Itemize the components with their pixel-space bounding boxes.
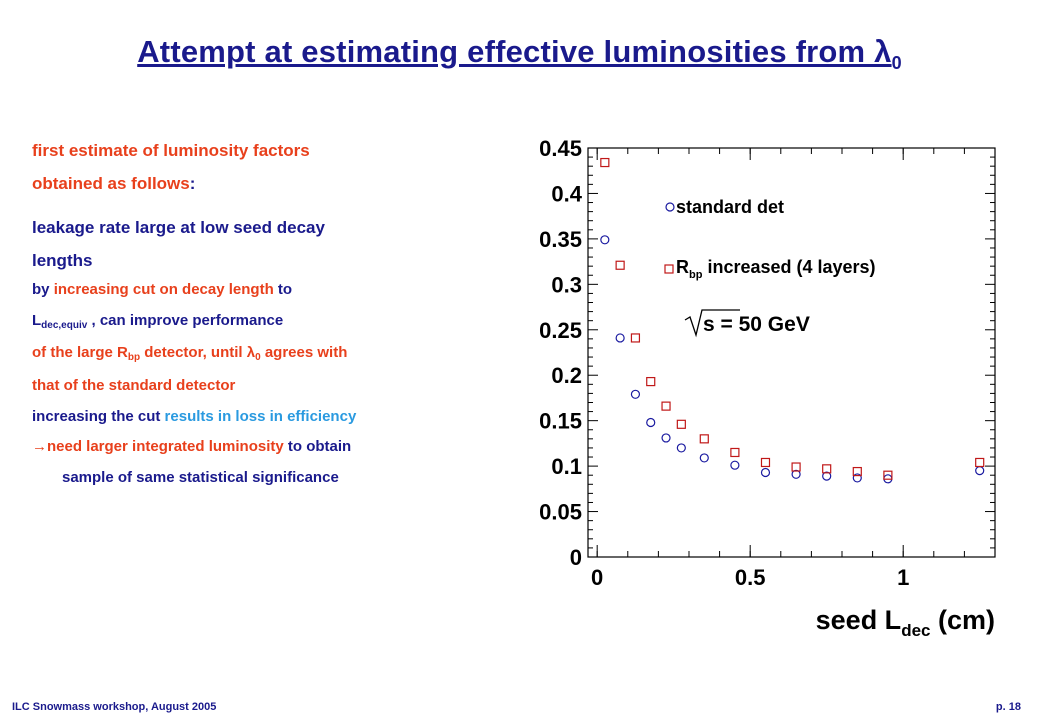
y-tick-label: 0.3 [551,272,582,297]
energy-annotation: s = 50 GeV [703,313,810,336]
legend-standard-det-label: standard det [676,197,784,217]
x-tick-label: 0.5 [735,565,766,590]
standard-det-point [975,466,985,476]
plot-frame [587,147,996,558]
rbp-increased-point [600,157,610,168]
text-line-7a: of the large R [32,344,128,362]
text-line-3: leakage rate large at low seed decay [32,217,325,237]
text-line-1: first estimate of luminosity factors [32,141,310,160]
rbp-increased-point [975,457,985,468]
text-line-6: Ldec,equiv , can improve performance [32,312,502,333]
text-line-5: by increasing cut on decay length to [32,281,502,300]
text-line-7d: 0 [255,352,261,364]
text-line-10b: need larger integrated luminosity [47,438,284,456]
text-line-7c: detector, until λ [140,344,256,362]
text-panel: first estimate of luminosity factors obt… [32,140,502,488]
text-line-4: lengths [32,250,93,270]
y-tick-label: 0.05 [539,500,582,525]
text-line-7b: bp [127,352,141,364]
page-title: Attempt at estimating effective luminosi… [0,34,1039,74]
text-line-7: of the large Rbp detector, until λ0 agre… [32,344,502,365]
y-tick-label: 0.2 [551,363,582,388]
standard-det-point [646,417,656,428]
x-axis-label: seed Ldec (cm) [816,605,995,640]
text-line-8: that of the standard detector [32,376,236,394]
standard-det-point [615,333,625,343]
text-line-10: →need larger integrated luminosity to ob… [32,438,502,457]
text-line-5a: by [32,281,54,298]
legend-square-marker [664,264,674,274]
y-tick-label: 0 [570,545,582,570]
y-tick-label: 0.4 [551,181,582,206]
rbp-increased-point [883,470,893,480]
standard-det-point [852,473,862,483]
text-line-5b: increasing cut on decay length [53,281,274,298]
standard-det-point [822,471,832,481]
footer-workshop: ILC Snowmass workshop, August 2005 [12,701,217,713]
text-line-9: increasing the cut results in loss in ef… [32,408,502,427]
standard-det-point [760,467,771,478]
text-line-6b: dec,equiv [41,319,88,331]
y-tick-label: 0.45 [539,136,582,161]
rbp-increased-point [699,434,709,444]
standard-det-point [676,443,686,453]
text-line-2b: : [189,174,196,194]
title-subscript: 0 [891,53,902,74]
text-line-5c: to [273,281,293,298]
footer-page-number: p. 18 [995,701,1021,713]
rbp-increased-point [822,464,832,474]
legend-rbp-label: Rbp increased (4 layers) [676,257,876,281]
text-line-6a: L [32,311,42,329]
y-tick-label: 0.15 [539,409,582,434]
title-main: Attempt at estimating effective luminosi… [137,34,892,69]
rbp-increased-point [661,401,671,411]
text-line-6c: , can improve performance [87,311,284,329]
text-line-11: sample of same statistical significance [62,469,339,486]
standard-det-point [699,453,709,463]
y-tick-label: 0.25 [539,318,582,343]
rbp-increased-point [615,260,625,270]
rbp-increased-point [852,466,862,477]
luminosity-scatter-chart: 0 0.05 0.1 0.15 0.2 0.25 0.3 0.35 0.4 0.45 0 0.5 1 se… [539,136,996,640]
sqrt-symbol-icon [684,309,740,338]
rbp-increased-point [646,376,656,387]
rbp-increased-point [791,462,801,472]
text-line-10c: to obtain [283,438,352,456]
y-tick-label: 0.1 [551,454,582,479]
text-line-2a: obtained as follows [32,174,190,194]
standard-det-point [730,460,740,470]
x-tick-label: 1 [897,565,909,590]
arrow-icon: → [32,438,47,456]
standard-det-point [630,389,641,399]
standard-det-point [661,433,671,443]
rbp-increased-point [676,419,686,429]
rbp-increased-point [630,333,641,343]
rbp-increased-point [760,457,771,468]
text-line-2: obtained as follows: [32,173,502,194]
rbp-increased-point [730,447,740,458]
text-line-7e: agrees with [260,344,348,362]
standard-det-point [600,235,610,245]
y-tick-label: 0.35 [539,227,582,252]
legend-circle-marker [665,202,675,212]
x-tick-label: 0 [591,565,603,590]
standard-det-point [791,469,801,479]
text-line-9b: results in loss in efficiency [164,407,357,425]
text-line-9a: increasing the cut [32,407,165,425]
